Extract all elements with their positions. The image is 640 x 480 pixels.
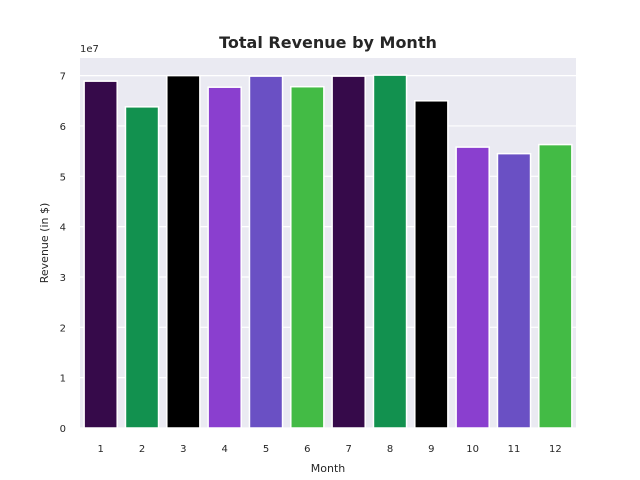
bar-month-6 [290, 85, 325, 429]
x-tick-label: 11 [508, 444, 521, 455]
x-tick-label: 3 [180, 444, 186, 455]
x-tick-label: 4 [221, 444, 227, 455]
bar-month-12 [538, 143, 573, 429]
y-tick-label: 1 [60, 374, 66, 385]
x-axis-ticks: 1 2 3 4 5 6 7 8 9 10 11 12 [97, 444, 561, 455]
y-axis-ticks: 0 1 2 3 4 5 6 7 [60, 72, 66, 435]
bar-month-4 [207, 86, 242, 429]
bar-month-7 [331, 75, 366, 429]
bar-month-1 [83, 80, 118, 429]
chart-title: Total Revenue by Month [219, 33, 437, 52]
y-tick-label: 5 [60, 172, 66, 183]
x-tick-label: 10 [466, 444, 479, 455]
y-tick-label: 6 [60, 122, 66, 133]
y-tick-label: 3 [60, 273, 66, 284]
x-tick-label: 2 [139, 444, 145, 455]
bar-month-5 [248, 75, 284, 429]
bar-month-3 [166, 74, 201, 429]
y-tick-label: 7 [60, 72, 66, 83]
x-tick-label: 6 [304, 444, 310, 455]
gridlines [80, 75, 576, 429]
y-axis-label: Revenue (in $) [38, 203, 51, 284]
plot-area [80, 58, 576, 428]
bar-month-2 [124, 106, 160, 429]
y-tick-label: 0 [60, 424, 66, 435]
y-tick-label: 4 [60, 223, 66, 234]
bar-month-8 [372, 74, 408, 429]
x-tick-label: 12 [549, 444, 562, 455]
x-tick-label: 9 [428, 444, 434, 455]
x-tick-label: 5 [263, 444, 269, 455]
x-tick-label: 8 [387, 444, 393, 455]
y-tick-label: 2 [60, 323, 66, 334]
bar-month-9 [414, 100, 449, 429]
bar-month-10 [455, 146, 490, 429]
bars [83, 74, 573, 429]
bar-month-11 [496, 152, 532, 429]
x-tick-label: 1 [97, 444, 103, 455]
y-axis-offset-label: 1e7 [80, 44, 99, 55]
x-tick-label: 7 [345, 444, 351, 455]
x-axis-label: Month [311, 462, 346, 475]
